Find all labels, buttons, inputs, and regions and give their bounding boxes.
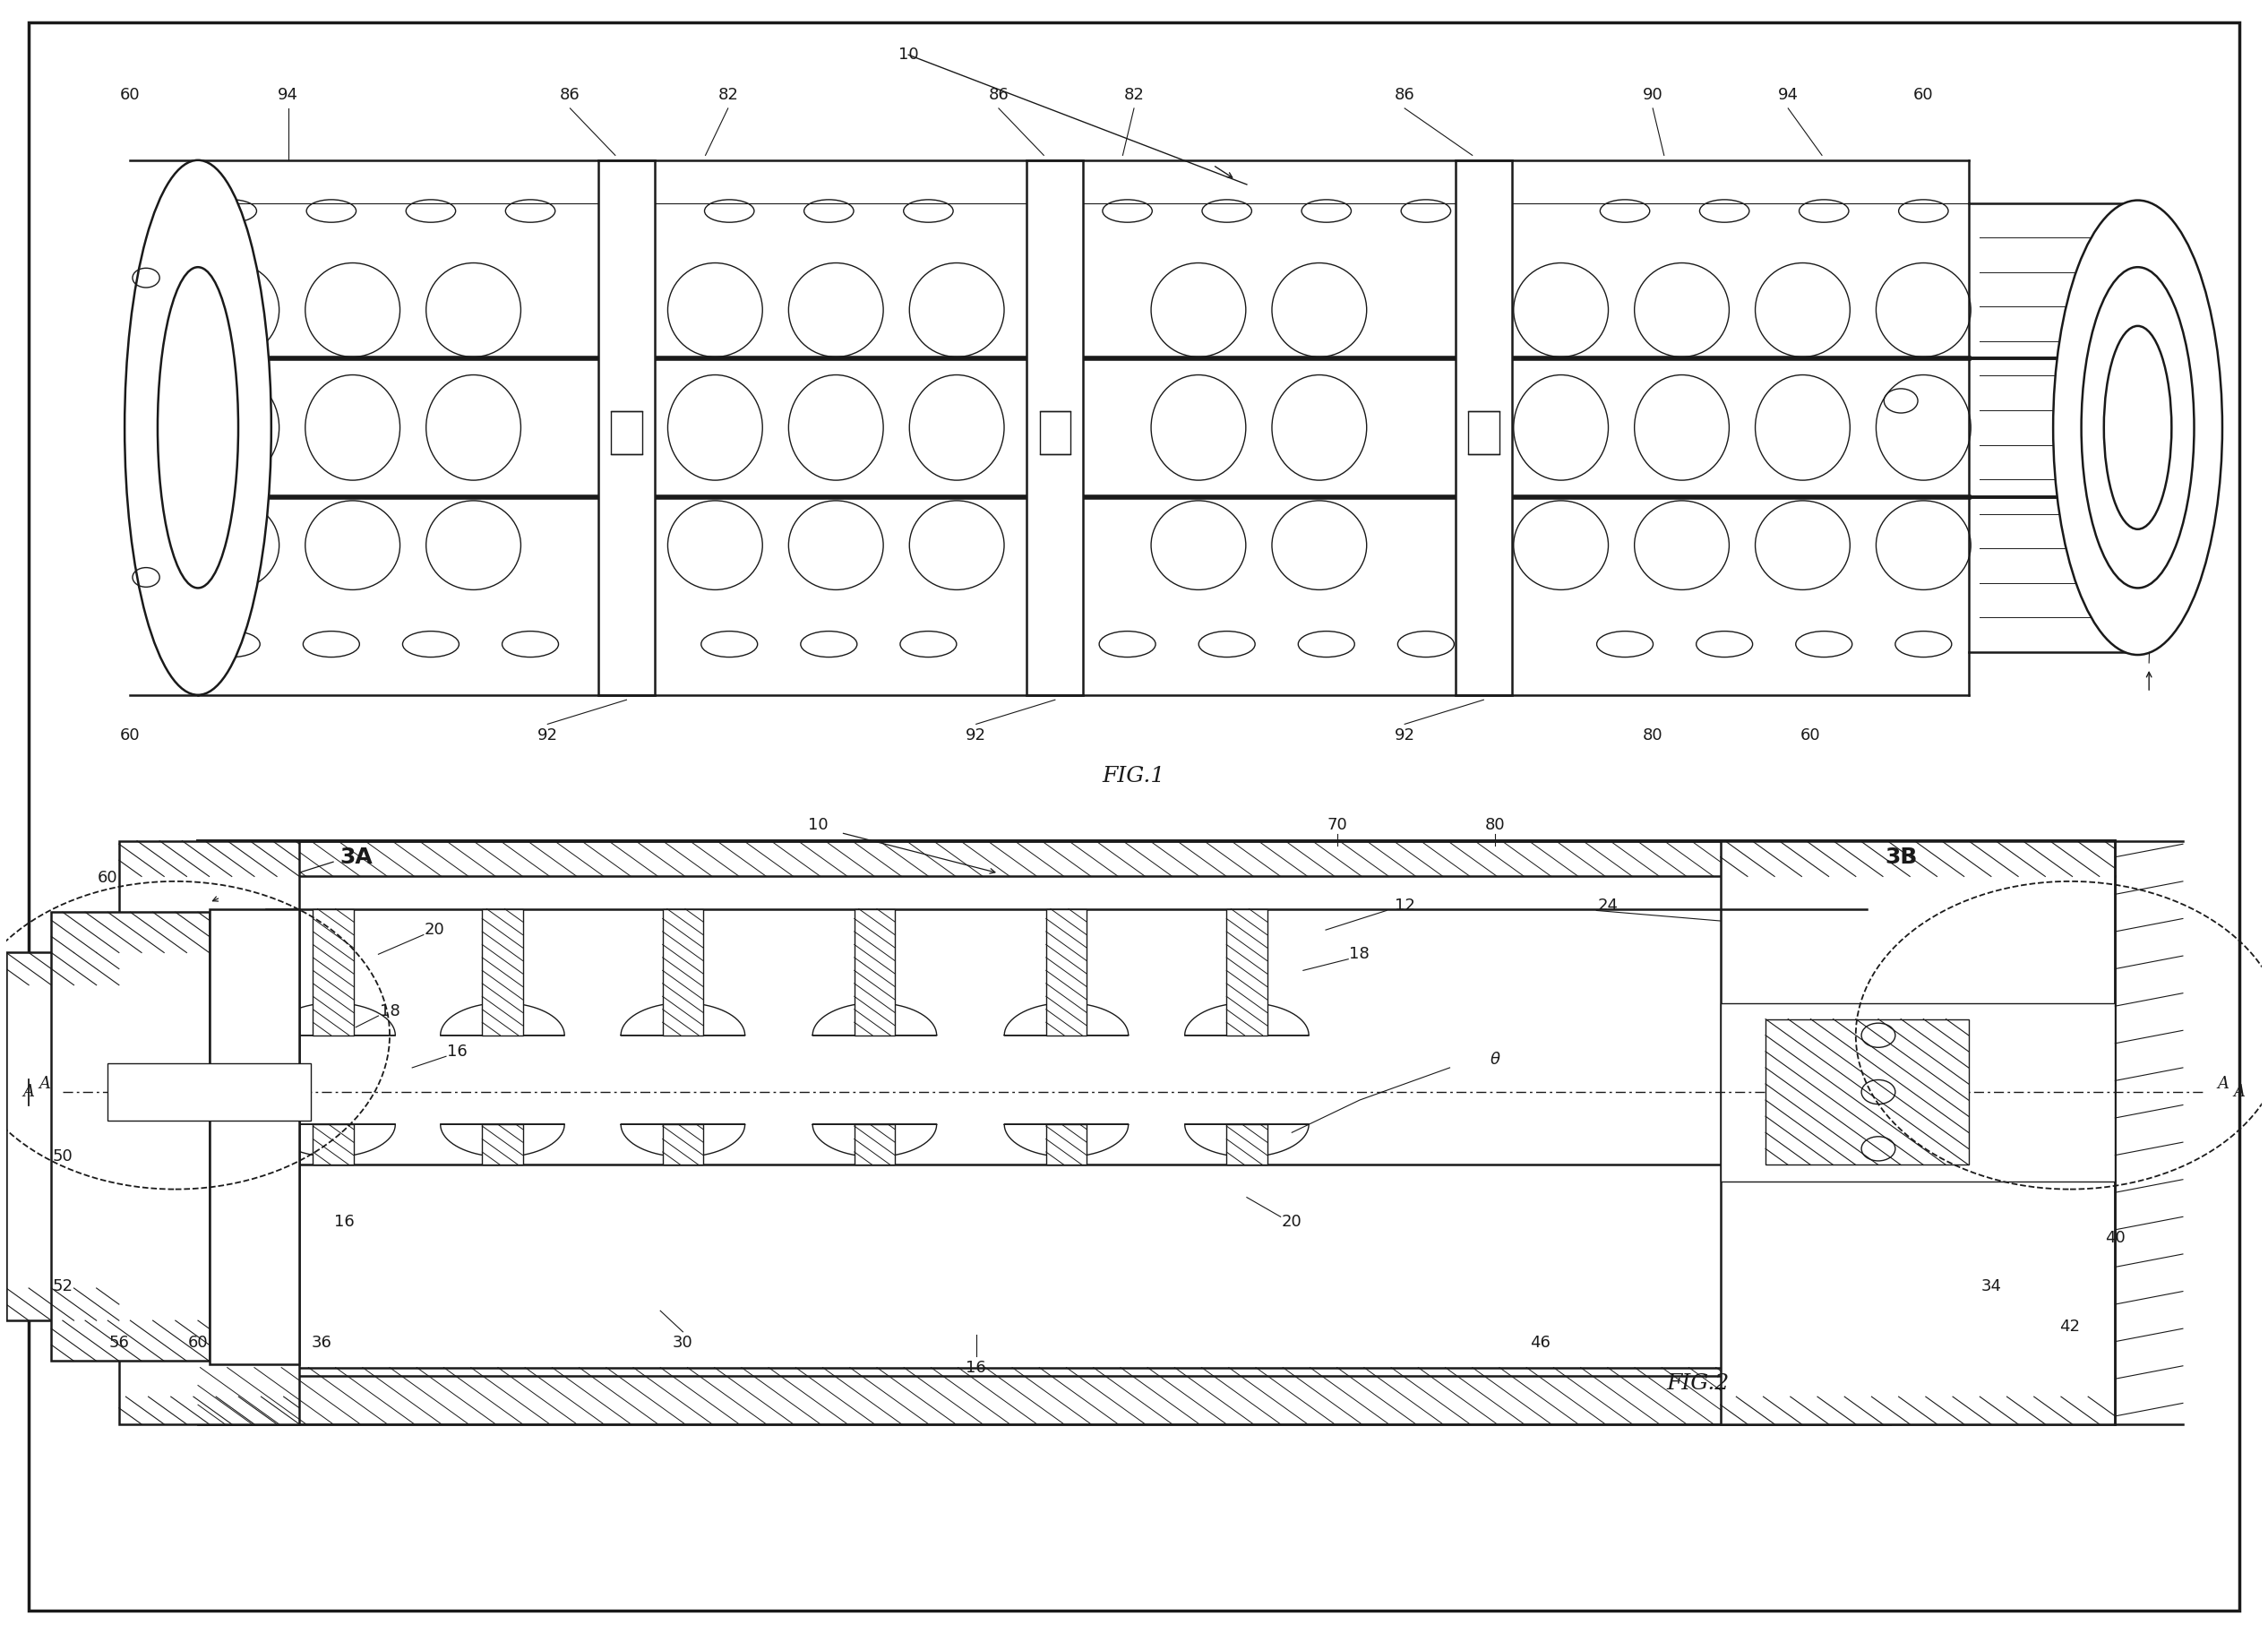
Text: 94: 94: [279, 87, 299, 103]
Ellipse shape: [2105, 327, 2170, 529]
FancyBboxPatch shape: [1039, 412, 1070, 454]
Bar: [313, 1125, 354, 1164]
Text: 82: 82: [717, 87, 739, 103]
Bar: [1765, 1019, 1969, 1164]
Text: 24: 24: [1597, 898, 1617, 914]
Text: A: A: [23, 1084, 34, 1101]
Bar: [7, 952, 118, 1321]
Text: 94: 94: [1778, 87, 1799, 103]
FancyBboxPatch shape: [1467, 412, 1499, 454]
Bar: [86, 841, 2182, 1432]
Text: 42: 42: [2059, 1319, 2080, 1336]
Bar: [855, 1125, 896, 1164]
Bar: [662, 910, 703, 1035]
Text: 10: 10: [898, 47, 919, 64]
Text: 30: 30: [674, 1336, 694, 1350]
Text: 46: 46: [1529, 1336, 1551, 1350]
Bar: [313, 910, 354, 1035]
Bar: [662, 1125, 703, 1164]
Bar: [1027, 160, 1084, 696]
Ellipse shape: [125, 160, 272, 696]
Text: 40: 40: [2161, 258, 2182, 274]
Text: 60: 60: [188, 1336, 209, 1350]
Text: 70: 70: [1327, 816, 1347, 833]
Text: 12: 12: [1395, 898, 1415, 914]
Ellipse shape: [156, 268, 238, 588]
Bar: [1227, 910, 1268, 1035]
Bar: [1227, 1125, 1268, 1164]
Text: 60: 60: [1801, 727, 1821, 743]
Bar: [52, 913, 209, 1360]
Text: 82: 82: [1123, 87, 1145, 103]
Text: 26: 26: [256, 1189, 277, 1205]
FancyBboxPatch shape: [610, 412, 642, 454]
Bar: [1721, 841, 2116, 1424]
Text: 20: 20: [424, 923, 445, 937]
Ellipse shape: [2053, 201, 2223, 655]
Bar: [197, 1367, 1889, 1424]
Text: 56: 56: [109, 1336, 129, 1350]
Text: 16: 16: [447, 1043, 467, 1060]
Bar: [1046, 1125, 1086, 1164]
Text: 60: 60: [1914, 87, 1935, 103]
Text: 86: 86: [989, 87, 1009, 103]
Text: 92: 92: [538, 727, 558, 743]
Text: 3A: 3A: [340, 846, 372, 867]
Text: 10: 10: [807, 816, 828, 833]
Bar: [1456, 160, 1513, 696]
Text: 86: 86: [560, 87, 581, 103]
Text: A: A: [2234, 1084, 2245, 1101]
Text: 34: 34: [1980, 1279, 2000, 1295]
Bar: [209, 910, 299, 1364]
Text: 80: 80: [1642, 727, 1662, 743]
Bar: [118, 841, 299, 1424]
Text: 60: 60: [98, 870, 118, 887]
Text: 92: 92: [966, 727, 987, 743]
Text: 3B: 3B: [1885, 846, 1916, 867]
Text: 60: 60: [120, 727, 141, 743]
Text: 36: 36: [311, 1336, 331, 1350]
Text: 90: 90: [1642, 87, 1662, 103]
Text: FIG.2: FIG.2: [1667, 1373, 1730, 1395]
Text: FIG.1: FIG.1: [1102, 766, 1166, 785]
Text: 18: 18: [1349, 946, 1370, 962]
Text: 80: 80: [1486, 816, 1506, 833]
Text: 20: 20: [1281, 1213, 1302, 1230]
Text: $\theta$: $\theta$: [1490, 1052, 1501, 1068]
Text: 40: 40: [2105, 1230, 2125, 1246]
Bar: [1046, 910, 1086, 1035]
Text: A: A: [2218, 1076, 2229, 1092]
Text: 18: 18: [379, 1003, 399, 1019]
Text: 52: 52: [52, 1279, 73, 1295]
Text: A: A: [39, 1076, 50, 1092]
Text: 16: 16: [333, 1213, 354, 1230]
Bar: [855, 910, 896, 1035]
Bar: [107, 1063, 311, 1120]
Text: 60: 60: [120, 87, 141, 103]
Ellipse shape: [2082, 268, 2193, 588]
Bar: [1721, 1003, 2116, 1181]
Text: 92: 92: [1395, 727, 1415, 743]
Text: 86: 86: [1395, 87, 1415, 103]
Bar: [483, 910, 522, 1035]
Bar: [483, 1125, 522, 1164]
Bar: [599, 160, 655, 696]
Text: 16: 16: [966, 1359, 987, 1375]
Text: 50: 50: [52, 1148, 73, 1164]
